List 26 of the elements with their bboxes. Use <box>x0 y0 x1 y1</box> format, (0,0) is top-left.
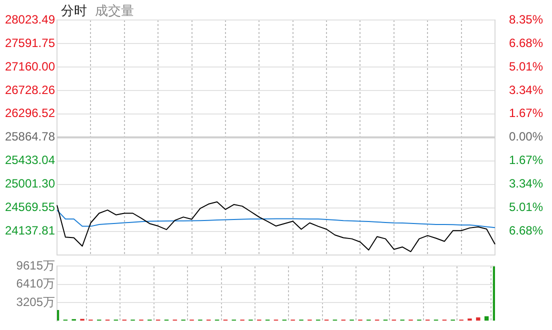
y2-tick-label: 8.35% <box>509 12 544 26</box>
y-tick-label: 9615万 <box>16 258 55 273</box>
y2-tick-label: 3.34% <box>509 176 544 191</box>
y-tick-label: 24137.81 <box>4 224 56 238</box>
y2-tick-label: 0.00% <box>509 130 544 144</box>
y2-tick-label: 3.34% <box>509 82 544 97</box>
y-tick-label: 25864.78 <box>4 130 56 144</box>
y-tick-label: 26296.52 <box>4 106 56 120</box>
y-tick-label: 6410万 <box>16 276 55 291</box>
chart-subtitle: 成交量 <box>95 4 134 19</box>
y-tick-label: 27591.75 <box>4 36 56 50</box>
y2-tick-label: 6.68% <box>509 224 544 238</box>
bar <box>476 317 480 321</box>
y2-tick-label: 5.01% <box>509 200 544 214</box>
y-tick-label: 25001.30 <box>4 176 56 191</box>
chart-title: 分时 <box>61 4 87 19</box>
y-tick-label: 24569.55 <box>4 200 56 214</box>
y-tick-label: 3205万 <box>16 294 55 309</box>
y2-tick-label: 6.68% <box>509 36 544 50</box>
y2-tick-label: 1.67% <box>509 106 544 120</box>
y-tick-label: 28023.49 <box>4 12 56 26</box>
y2-tick-label: 1.67% <box>509 153 544 168</box>
y2-tick-label: 5.01% <box>509 59 544 74</box>
y-tick-label: 26728.26 <box>4 82 56 97</box>
y-tick-label: 27160.00 <box>4 59 56 74</box>
y-tick-label: 25433.04 <box>4 153 56 168</box>
